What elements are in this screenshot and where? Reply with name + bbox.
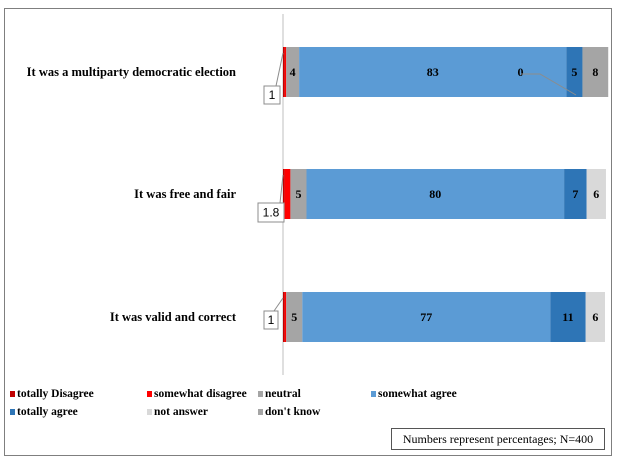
- callout-leader: [273, 297, 284, 312]
- data-label: 8: [592, 65, 598, 79]
- bar-segment: [585, 292, 605, 342]
- legend-label: not answer: [154, 406, 208, 418]
- bar-segment: [302, 292, 551, 342]
- data-label: 6: [592, 310, 598, 324]
- note-box: Numbers represent percentages; N=400: [391, 428, 605, 450]
- callout-box: [257, 202, 285, 223]
- data-label: 77: [420, 310, 432, 324]
- legend-swatch: [147, 391, 152, 397]
- bar-segment: [286, 47, 300, 97]
- legend-swatch: [147, 409, 152, 415]
- legend-swatch: [258, 391, 263, 397]
- bar-segment: [582, 47, 609, 97]
- data-label: 4: [290, 65, 296, 79]
- callout-box: [263, 310, 279, 330]
- data-label: 5: [295, 187, 301, 201]
- zero-label-leader: [521, 73, 577, 96]
- legend-label: somewhat agree: [378, 388, 457, 400]
- bar-segment: [550, 292, 586, 342]
- data-label: 83: [427, 65, 439, 79]
- legend-label: totally Disagree: [17, 388, 94, 400]
- category-label: It was valid and correct: [110, 310, 237, 324]
- legend-label: totally agree: [17, 406, 78, 418]
- callout-box: [263, 85, 281, 105]
- callout-leader: [275, 52, 284, 87]
- bar-segment: [284, 47, 287, 97]
- legend-swatch: [10, 409, 15, 415]
- legend-label: somewhat disagree: [154, 388, 247, 400]
- callout-leader: [279, 174, 284, 204]
- bar-segment: [299, 47, 567, 97]
- callout-label: 1: [268, 313, 275, 327]
- callout-label: 1: [269, 88, 276, 102]
- bar-segment: [284, 292, 287, 342]
- data-label: 0: [517, 65, 523, 79]
- callout-label: 1.8: [263, 206, 280, 220]
- data-label: 80: [429, 187, 441, 201]
- bar-segment: [586, 169, 606, 219]
- bar-segment: [564, 169, 587, 219]
- bar-segment: [283, 47, 285, 97]
- bar-segment: [290, 169, 307, 219]
- data-label: 6: [593, 187, 599, 201]
- data-label: 7: [572, 187, 578, 201]
- legend-swatch: [10, 391, 15, 397]
- bar-segment: [283, 169, 285, 219]
- legend-label: neutral: [265, 388, 301, 400]
- data-label: 5: [291, 310, 297, 324]
- chart-frame: [4, 8, 612, 456]
- category-label: It was a multiparty democratic election: [27, 65, 236, 79]
- bar-segment: [306, 169, 565, 219]
- category-label: It was free and fair: [134, 187, 236, 201]
- bar-segment: [286, 292, 303, 342]
- bar-segment: [283, 292, 285, 342]
- legend-swatch: [258, 409, 263, 415]
- bar-segment: [284, 169, 291, 219]
- legend-label: don't know: [265, 406, 321, 418]
- data-label: 5: [571, 65, 577, 79]
- legend-swatch: [371, 391, 376, 397]
- data-label: 11: [562, 310, 573, 324]
- bar-segment: [566, 47, 583, 97]
